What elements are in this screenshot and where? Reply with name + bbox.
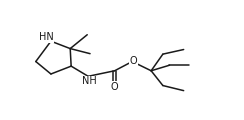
Text: HN: HN	[39, 32, 54, 42]
Text: NH: NH	[82, 76, 97, 86]
Text: O: O	[111, 82, 119, 92]
Text: O: O	[129, 56, 137, 66]
